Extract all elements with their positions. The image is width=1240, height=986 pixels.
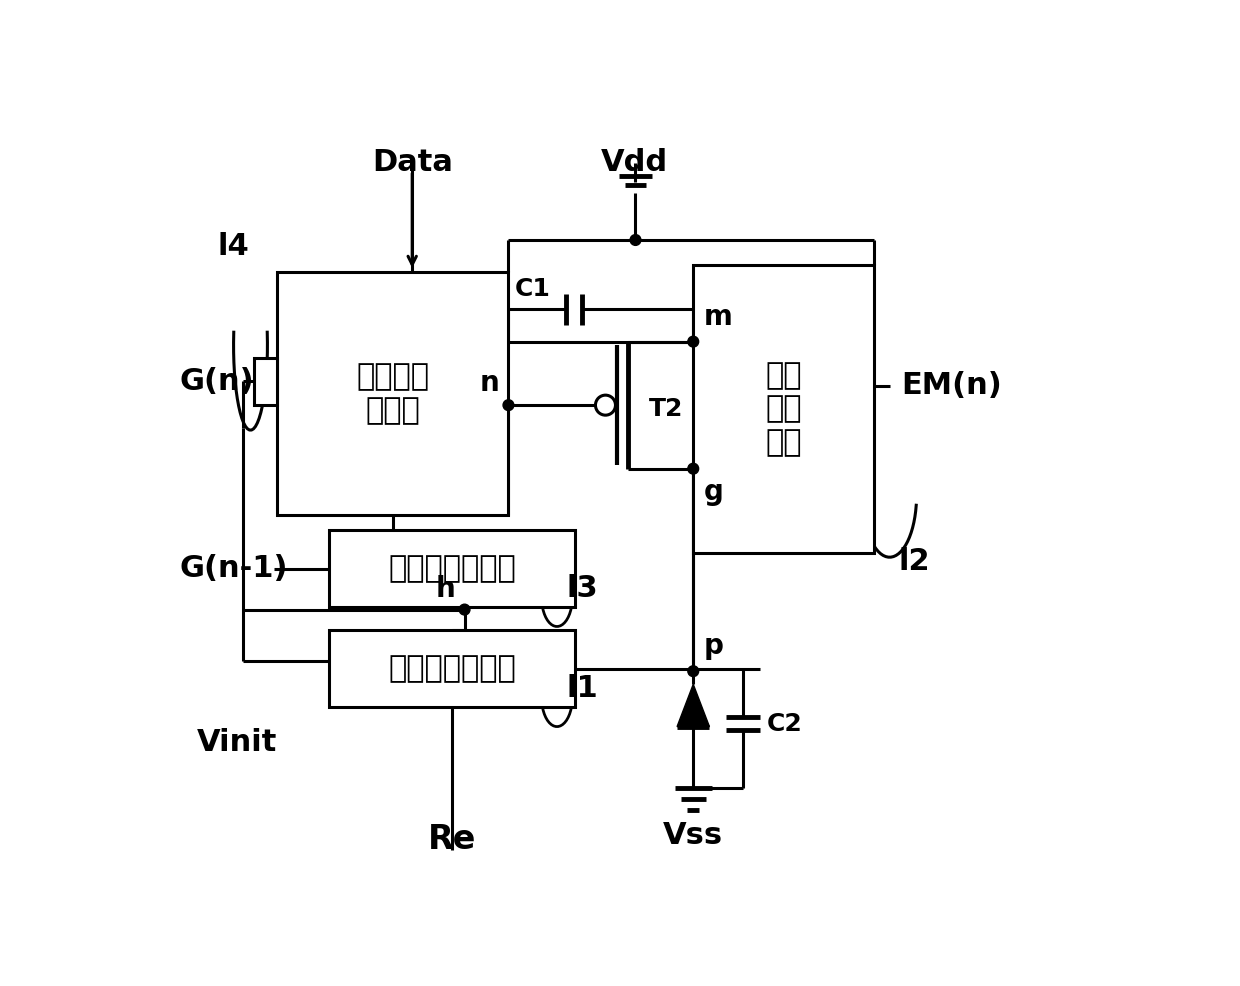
Circle shape: [503, 399, 513, 410]
Text: EM(n): EM(n): [901, 372, 1002, 400]
Circle shape: [688, 666, 698, 676]
Text: 发光
控制
模块: 发光 控制 模块: [765, 361, 802, 458]
Text: l1: l1: [567, 673, 598, 703]
Text: 第二初始化模块: 第二初始化模块: [388, 554, 516, 584]
Text: l4: l4: [217, 232, 249, 260]
Bar: [254, 358, 278, 404]
Text: Vdd: Vdd: [600, 148, 667, 176]
Circle shape: [459, 604, 470, 615]
Text: Vss: Vss: [663, 820, 723, 850]
Text: Data: Data: [372, 148, 453, 176]
Text: 写入与补
偿模块: 写入与补 偿模块: [356, 362, 429, 425]
Text: C2: C2: [766, 712, 802, 736]
Text: n: n: [480, 370, 500, 397]
Text: g: g: [704, 478, 724, 506]
Bar: [278, 272, 508, 515]
Text: l3: l3: [567, 574, 598, 602]
Text: C1: C1: [515, 277, 551, 302]
Bar: [329, 630, 575, 707]
Text: Vinit: Vinit: [197, 728, 277, 756]
Text: h: h: [435, 576, 455, 603]
Text: 第一初始化模块: 第一初始化模块: [388, 655, 516, 683]
Text: G(n-1): G(n-1): [180, 554, 288, 584]
Text: Re: Re: [428, 823, 476, 856]
Text: l2: l2: [899, 546, 930, 576]
Circle shape: [688, 336, 698, 347]
Bar: [693, 264, 874, 553]
Polygon shape: [677, 684, 709, 727]
Bar: [329, 530, 575, 607]
Circle shape: [630, 235, 641, 246]
Text: T2: T2: [650, 397, 683, 421]
Circle shape: [688, 463, 698, 474]
Text: m: m: [704, 303, 733, 331]
Text: p: p: [704, 632, 724, 661]
Text: G(n): G(n): [180, 367, 254, 396]
